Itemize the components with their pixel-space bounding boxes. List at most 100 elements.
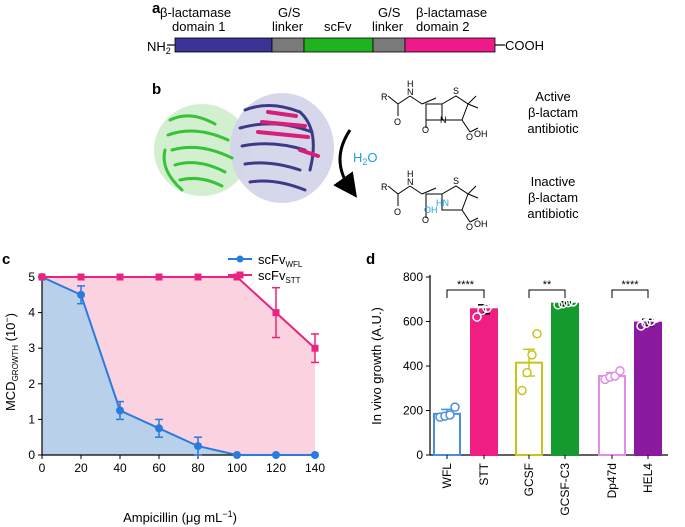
data-point [450,402,460,412]
x-tick-label: 80 [191,461,205,475]
y-tick-label: 1 [28,412,35,426]
data-point [472,312,482,322]
y-tick-label: 0 [28,448,35,462]
panel-a: a β-lactamase domain 1 G/S linker scFv G… [147,0,544,56]
y-tick-label: 0 [416,448,423,462]
data-point-wfl [311,451,319,459]
y-axis-title: MCDGROWTH (10−) [2,313,20,411]
legend-label-wfl: scFvWFL [258,252,303,269]
water-label: H2O [353,150,378,167]
segment-4-label-line2: linker [372,19,404,34]
inactive-mol-nh-n: N [407,177,414,187]
significance-label: **** [457,279,475,291]
inactive-mol-r: R [381,182,388,192]
panel-d-label: d [366,251,375,268]
series-line-0 [41,276,315,456]
inactive-antibiotic-structure [387,185,479,223]
x-axis-title: Ampicillin (μg mL−1) [123,509,237,525]
segment-3-label: scFv [324,19,352,34]
y-tick-label: 4 [28,306,35,320]
legend-label-stt: scFvSTT [258,268,301,285]
segment-2-label-line1: G/S [278,5,301,20]
active-mol-o1: O [394,117,401,127]
segment-4-bar [372,37,406,53]
data-point [445,410,455,420]
data-point [651,313,661,323]
panel-d: d In vivo growth (A.U.) 0 200 400 600 800 WFL… [366,251,668,516]
y-tick-label: 2 [28,377,35,391]
data-point [527,350,537,360]
bar-dp47d [598,375,626,457]
active-mol-s: S [453,86,459,96]
x-tick-label: HEL4 [641,463,655,493]
segment-5-label-line2: domain 2 [416,19,469,34]
y-tick-label: 600 [403,315,423,329]
x-tick-label: GCSF-C3 [558,463,572,516]
active-mol-o3: O [466,132,473,142]
segment-5-bar [404,37,496,53]
data-point-wfl [155,424,163,433]
y-tick-label: 800 [403,270,423,284]
data-point [563,297,573,308]
panel-b: b [152,79,579,232]
x-tick-label: WFL [440,463,454,489]
segment-4-label-line1: G/S [378,5,401,20]
data-point [522,367,532,378]
active-line1: Active [535,89,570,104]
data-point [641,318,651,329]
significance-bracket [528,289,566,298]
data-point [553,300,563,310]
segment-2-label-line2: linker [272,19,304,34]
data-point-wfl [77,290,85,299]
x-tick-label: 140 [305,461,325,475]
active-mol-nh-n: N [407,87,414,97]
data-point-stt [116,273,124,281]
data-point [477,305,487,316]
active-mol-r: R [381,92,388,102]
data-point-stt [38,273,46,281]
inactive-line3: antibiotic [527,206,579,221]
inactive-mol-nh-h: H [407,169,414,179]
y-tick-label: 200 [403,404,423,418]
segment-3-bar [303,37,374,53]
active-mol-n: N [440,115,447,125]
inactive-mol-hn: HN [436,198,449,208]
data-point [517,385,527,396]
reaction-arrow [333,129,357,198]
panel-c-label: c [2,251,10,268]
data-point-wfl [233,451,241,459]
area-fill-series-0 [42,277,315,455]
data-point [532,328,542,339]
data-point [615,366,625,376]
inactive-mol-oh: OH [474,219,488,229]
active-line2: β-lactam [528,105,578,120]
series-line-1 [42,276,316,349]
active-antibiotic-structure [387,95,479,133]
y-tick-label: 400 [403,359,423,373]
segment-1-label-line2: domain 1 [172,19,225,34]
panel-b-label: b [152,81,161,98]
inactive-mol-s: S [453,176,459,186]
bar-hel4 [634,321,662,456]
x-tick-label: 40 [113,461,127,475]
data-point-stt [77,273,85,281]
data-point [487,298,497,309]
data-point-stt [311,344,319,352]
active-line3: antibiotic [527,121,579,136]
inactive-mol-o3: O [466,222,473,232]
active-mol-nh-h: H [407,79,414,89]
legend-marker-wfl [236,255,244,263]
inactive-mol-o1: O [394,207,401,217]
panel-c: c 0 1 2 3 4 5 0 20 40 60 80 100 120 140 Ampicillin (μ… [2,251,325,525]
data-point-wfl [194,442,202,451]
data-point-stt [272,309,280,317]
y-axis-title: In vivo growth (A.U.) [369,307,384,425]
inactive-line2: β-lactam [528,190,578,205]
inactive-mol-o2: O [422,215,429,225]
data-point [568,297,578,307]
protein-structure-image [154,93,334,203]
inactive-line1: Inactive [531,174,576,189]
active-mol-o2: O [422,125,429,135]
x-tick-label: 20 [74,461,88,475]
